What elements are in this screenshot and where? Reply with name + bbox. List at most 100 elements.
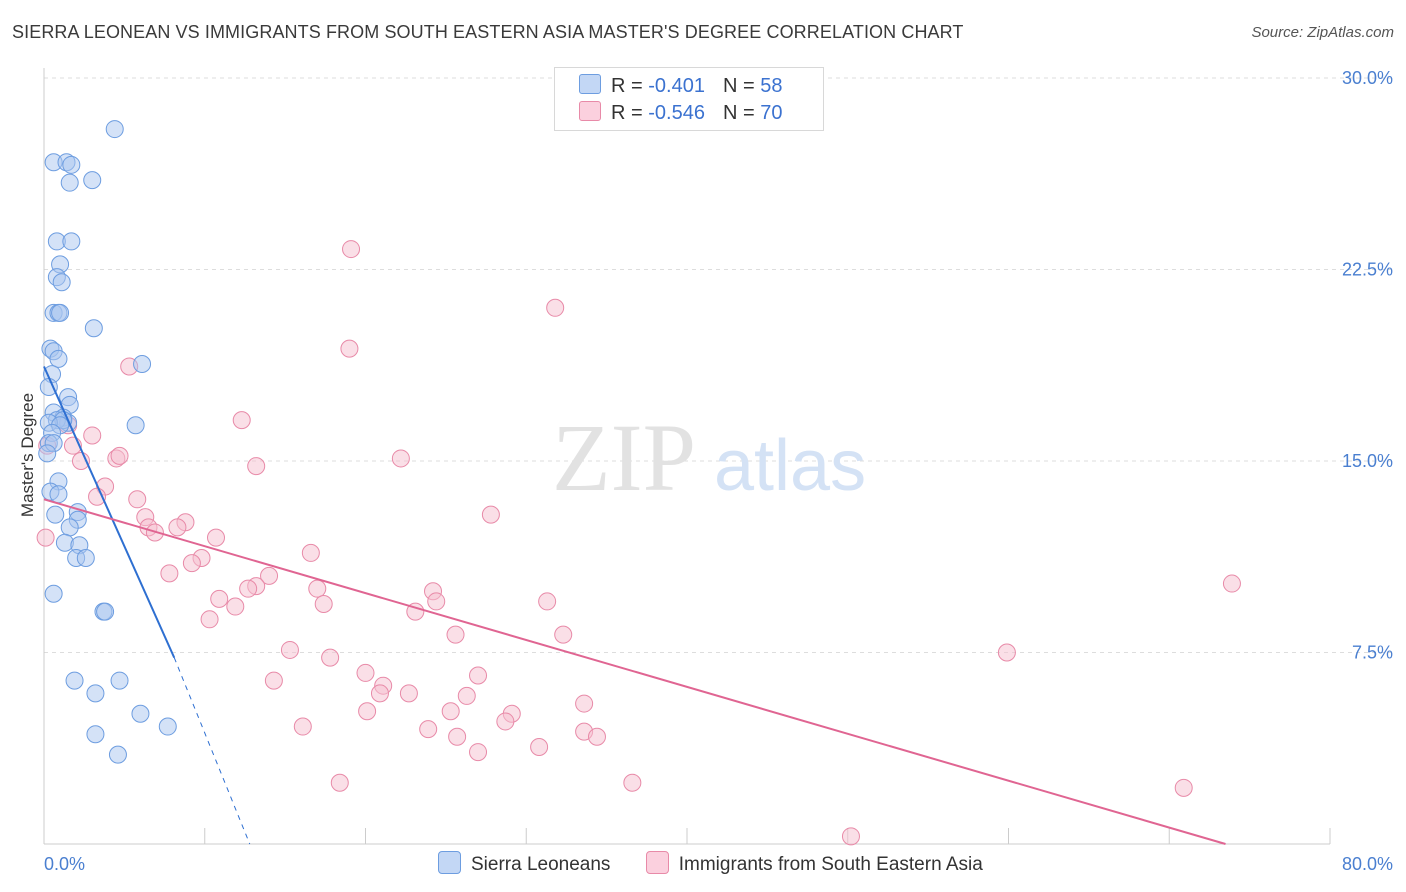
- legend-row-blue: R = -0.401 N = 58: [579, 74, 782, 100]
- data-point: [546, 298, 565, 317]
- data-point: [110, 671, 129, 690]
- data-point: [441, 702, 460, 721]
- data-point: [370, 684, 389, 703]
- data-point: [62, 155, 81, 174]
- data-point: [60, 518, 79, 537]
- watermark: ZIP atlas: [552, 404, 866, 511]
- series-label-blue: Sierra Leoneans: [471, 854, 611, 875]
- data-point: [280, 640, 299, 659]
- series-legend-item-blue: Sierra Leoneans: [438, 851, 610, 876]
- data-point: [207, 528, 226, 547]
- data-point: [448, 727, 467, 746]
- data-point: [469, 666, 488, 685]
- data-point: [51, 303, 70, 322]
- data-point: [108, 745, 127, 764]
- data-point: [110, 446, 129, 465]
- data-point: [36, 528, 55, 547]
- trend-line-blue-extension: [173, 657, 251, 845]
- legend-n-label: N =: [722, 75, 761, 97]
- data-point: [38, 444, 57, 463]
- data-point: [128, 490, 147, 509]
- data-point: [86, 684, 105, 703]
- data-point: [49, 349, 68, 368]
- source-label: Source: ZipAtlas.com: [1251, 24, 1394, 41]
- data-point: [96, 602, 115, 621]
- data-point: [587, 727, 606, 746]
- data-point: [1174, 778, 1193, 797]
- data-point: [1222, 574, 1241, 593]
- correlation-legend: R = -0.401 N = 58 R = -0.546 N = 70: [554, 67, 824, 131]
- legend-r-value: -0.401: [648, 75, 705, 97]
- y-tick-label: 7.5%: [1352, 643, 1393, 663]
- data-point: [457, 686, 476, 705]
- data-point: [358, 702, 377, 721]
- x-tick-label-max: 80.0%: [1342, 854, 1393, 874]
- data-point: [60, 173, 79, 192]
- data-point: [62, 232, 81, 251]
- data-point: [330, 773, 349, 792]
- data-point: [264, 671, 283, 690]
- data-point: [200, 610, 219, 629]
- data-point: [575, 694, 594, 713]
- data-point: [247, 457, 266, 476]
- blue-series-points: [38, 120, 177, 764]
- data-point: [496, 712, 515, 731]
- data-point: [342, 240, 361, 259]
- series-label-pink: Immigrants from South Eastern Asia: [678, 854, 983, 875]
- data-point: [997, 643, 1016, 662]
- data-point: [158, 717, 177, 736]
- legend-swatch-pink: [579, 101, 601, 121]
- data-point: [538, 592, 557, 611]
- data-point: [308, 579, 327, 598]
- data-point: [76, 549, 95, 568]
- data-point: [391, 449, 410, 468]
- chart-title: SIERRA LEONEAN VS IMMIGRANTS FROM SOUTH …: [12, 22, 964, 42]
- trend-line-blue: [43, 366, 176, 659]
- y-axis-label: Master's Degree: [18, 393, 37, 517]
- legend-n-label: N =: [722, 102, 761, 124]
- data-point: [841, 827, 860, 846]
- data-point: [168, 518, 187, 537]
- series-swatch-blue: [438, 851, 461, 874]
- tick-labels: 7.5% 15.0% 22.5% 30.0% 0.0% 80.0%: [44, 68, 1393, 874]
- data-point: [446, 625, 465, 644]
- legend-r-label: R =: [611, 75, 649, 97]
- pink-series-points: [36, 240, 1241, 846]
- data-point: [469, 743, 488, 762]
- data-point: [44, 584, 63, 603]
- data-point: [314, 594, 333, 613]
- legend-n-value: 70: [760, 102, 783, 124]
- data-point: [340, 339, 359, 358]
- data-point: [260, 566, 279, 585]
- data-point: [133, 354, 152, 373]
- data-point: [321, 648, 340, 667]
- data-point: [86, 725, 105, 744]
- data-point: [126, 416, 145, 435]
- trend-line-pink: [43, 498, 1226, 845]
- data-point: [83, 171, 102, 190]
- y-tick-label: 15.0%: [1342, 451, 1393, 471]
- data-point: [530, 737, 549, 756]
- legend-r-label: R =: [611, 102, 649, 124]
- y-tick-label: 22.5%: [1342, 260, 1393, 280]
- data-point: [293, 717, 312, 736]
- data-point: [52, 273, 71, 292]
- legend-n-value: 58: [760, 75, 783, 97]
- data-point: [83, 426, 102, 445]
- data-point: [65, 671, 84, 690]
- series-legend-item-pink: Immigrants from South Eastern Asia: [645, 851, 983, 876]
- data-point: [131, 704, 150, 723]
- data-point: [239, 579, 258, 598]
- grid-lines: [44, 77, 1395, 653]
- data-point: [399, 684, 418, 703]
- data-point: [419, 720, 438, 739]
- data-point: [160, 564, 179, 583]
- trend-lines: [43, 366, 1226, 845]
- data-point: [554, 625, 573, 644]
- data-point: [301, 543, 320, 562]
- data-point: [427, 592, 446, 611]
- legend-r-value: -0.546: [648, 102, 705, 124]
- data-point: [49, 485, 68, 504]
- data-point: [623, 773, 642, 792]
